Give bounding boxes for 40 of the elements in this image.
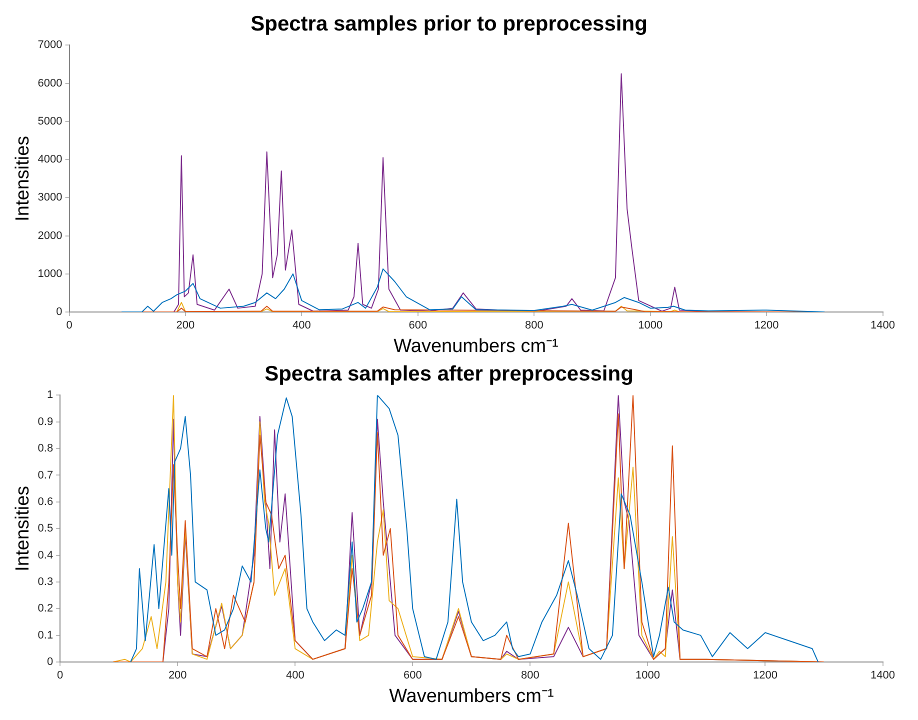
chart-title: Spectra samples prior to preprocessing — [250, 12, 648, 36]
x-tick-label: 600 — [408, 320, 428, 332]
x-tick-label: 1200 — [754, 320, 779, 332]
x-tick-label: 1200 — [753, 670, 778, 682]
x-tick-label: 1400 — [870, 670, 896, 682]
x-tick-label: 1400 — [870, 320, 896, 332]
y-tick-label: 0 — [56, 306, 62, 318]
x-tick-label: 0 — [66, 320, 72, 332]
x-tick-label: 800 — [521, 670, 540, 682]
y-tick-label: 0.8 — [38, 442, 54, 455]
y-tick-label: 0.1 — [38, 629, 54, 642]
y-tick-label: 4000 — [38, 154, 62, 166]
x-tick-label: 1000 — [635, 670, 660, 682]
x-tick-label: 400 — [292, 320, 311, 332]
y-tick-label: 0.3 — [38, 576, 54, 588]
y-tick-label: 0.7 — [38, 469, 54, 482]
x-axis-title: Wavenumbers cm⁻¹ — [389, 686, 554, 707]
x-tick-label: 600 — [403, 670, 422, 682]
y-tick-label: 5000 — [38, 115, 62, 128]
x-axis-title: Wavenumbers cm⁻¹ — [394, 336, 558, 357]
x-tick-label: 400 — [286, 670, 304, 682]
y-tick-label: 0 — [46, 656, 54, 668]
y-tick-label: 0.2 — [38, 602, 54, 615]
y-tick-label: 2000 — [38, 230, 62, 242]
y-tick-label: 0.9 — [38, 416, 54, 428]
y-tick-label: 1 — [46, 389, 54, 402]
y-tick-label: 7000 — [38, 39, 62, 52]
y-tick-label: 0.5 — [38, 522, 54, 535]
y-axis-title: Intensities — [12, 136, 34, 222]
x-tick-label: 200 — [168, 670, 187, 682]
x-tick-label: 1000 — [638, 320, 663, 332]
x-tick-label: 200 — [176, 320, 195, 332]
y-tick-label: 1000 — [38, 268, 62, 280]
chart-title: Spectra samples after preprocessing — [264, 362, 634, 386]
y-tick-label: 3000 — [38, 192, 62, 204]
y-tick-label: 0.6 — [38, 496, 54, 508]
y-tick-label: 6000 — [38, 77, 62, 90]
y-axis-title: Intensities — [12, 486, 34, 572]
x-tick-label: 800 — [524, 320, 544, 332]
y-tick-label: 0.4 — [38, 549, 54, 562]
